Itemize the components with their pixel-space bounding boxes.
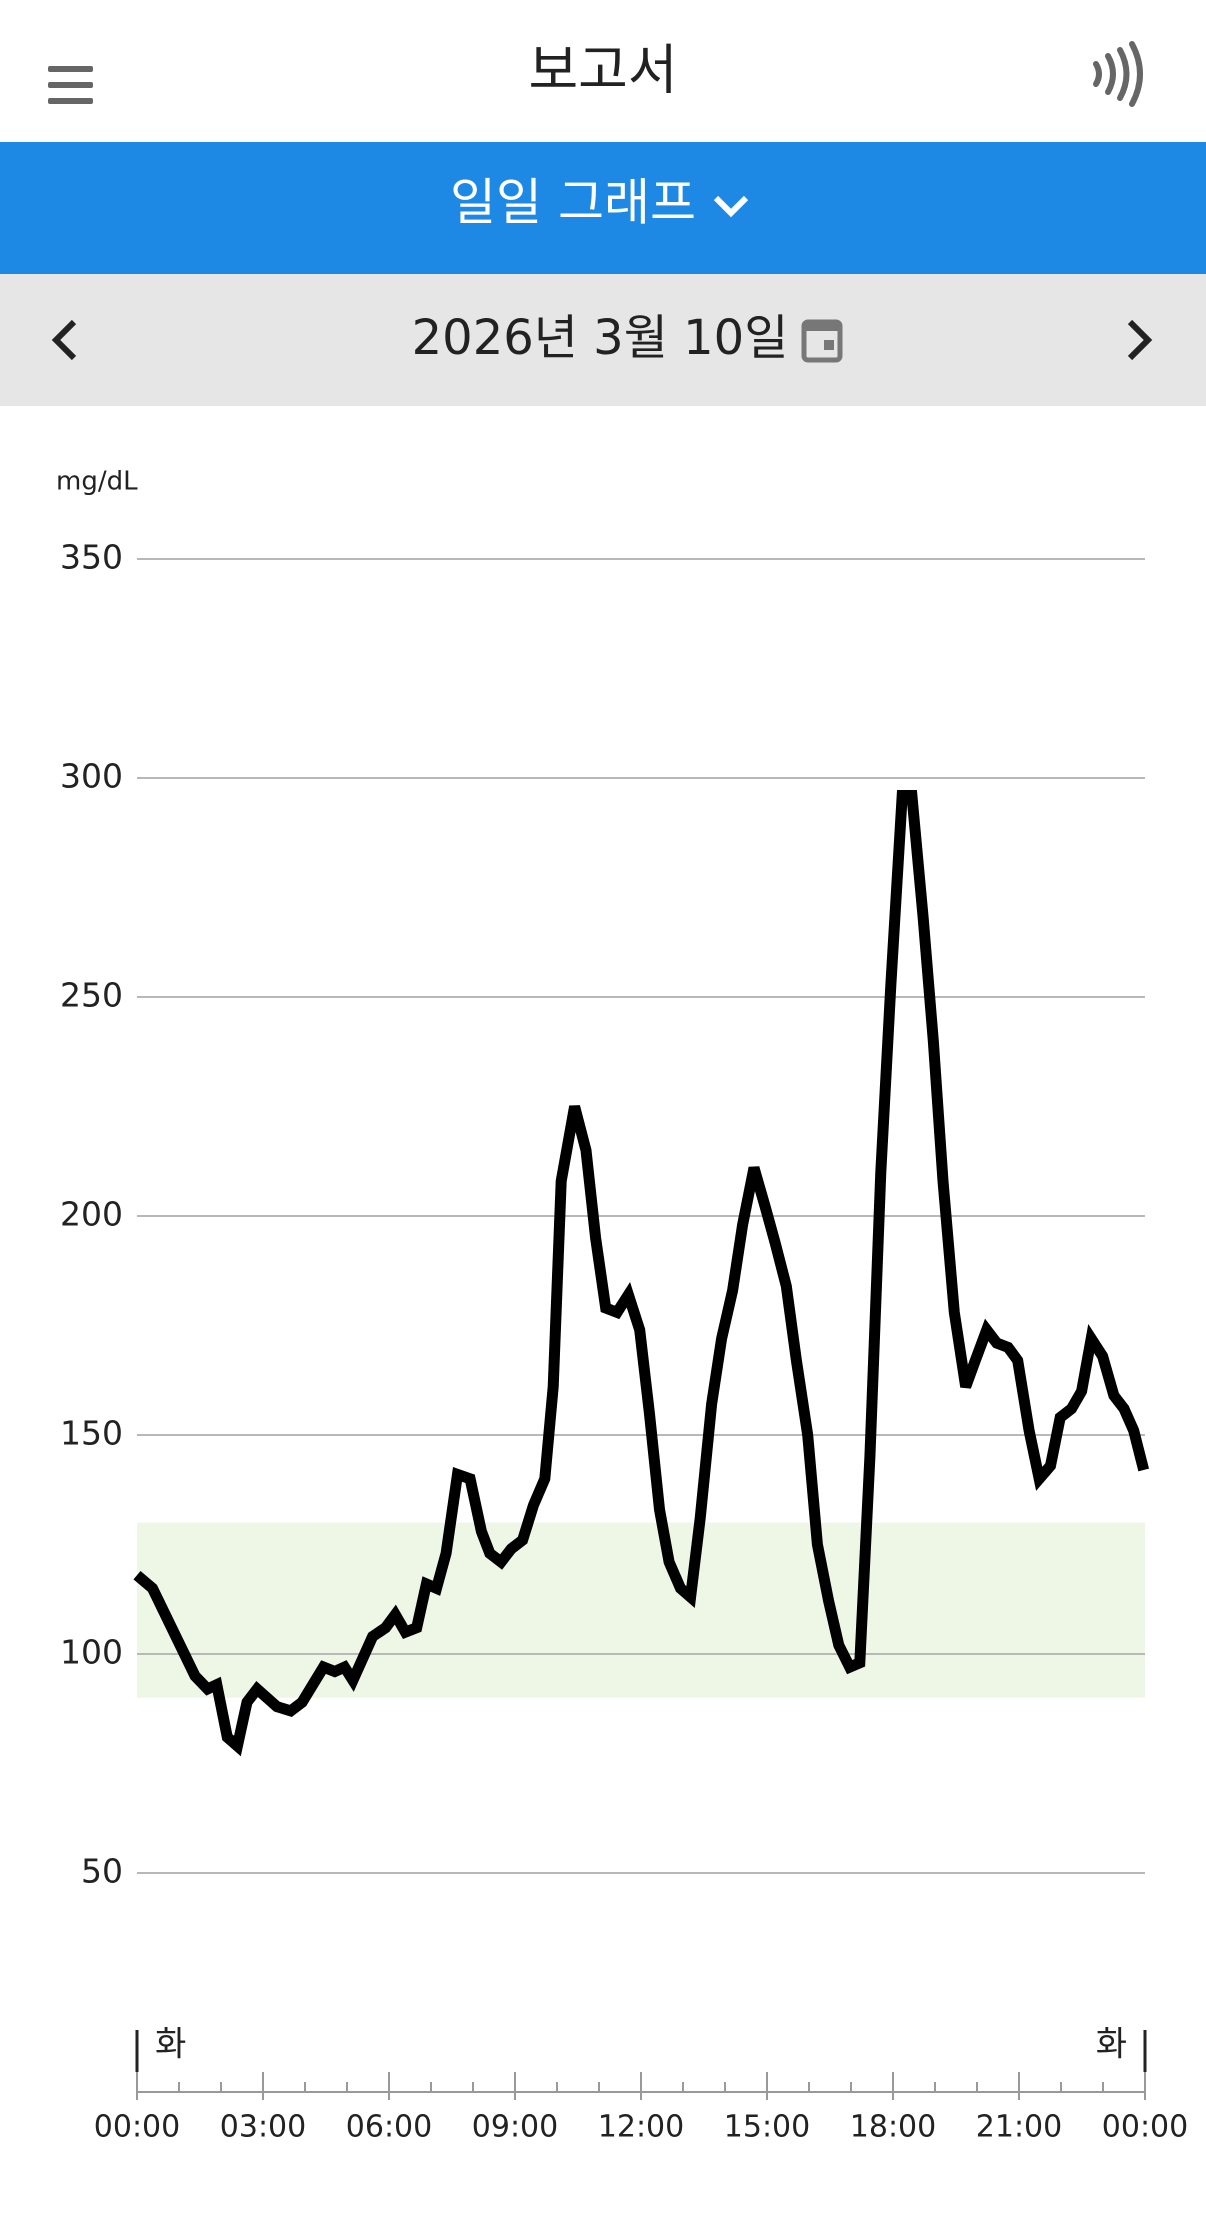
y-tick-label: 350 <box>60 538 123 577</box>
calendar-top <box>804 322 840 331</box>
x-tick-label: 21:00 <box>976 2110 1062 2145</box>
day-label: 화 <box>155 2025 186 2065</box>
x-tick-label: 18:00 <box>850 2110 936 2145</box>
y-tick-label: 100 <box>60 1633 123 1672</box>
menu-line <box>48 82 93 88</box>
nfc-wave <box>1129 41 1143 107</box>
page-title: 보고서 <box>528 39 677 102</box>
target-range <box>137 1522 1145 1698</box>
app-bar <box>0 0 1206 142</box>
y-tick-label: 150 <box>60 1414 123 1453</box>
menu-line <box>48 98 93 104</box>
nfc-wave <box>1117 47 1130 101</box>
tab-bar[interactable] <box>0 142 1206 274</box>
x-tick-label: 15:00 <box>724 2110 810 2145</box>
tab-label[interactable]: 일일 그래프 <box>450 174 696 232</box>
glucose-line <box>133 790 1150 1757</box>
menu-button[interactable] <box>48 66 93 104</box>
x-tick-label: 03:00 <box>220 2110 306 2145</box>
y-tick-label: 300 <box>60 757 123 796</box>
nfc-button[interactable] <box>1093 41 1143 107</box>
x-tick-label: 00:00 <box>1102 2110 1188 2145</box>
plot: 50 100 150 200 250 300 350 00:00 03:00 06:00 09:00… <box>60 538 1188 2145</box>
x-tick-label: 00:00 <box>94 2110 180 2145</box>
y-axis-label: mg/dL <box>56 467 138 497</box>
x-tick-label: 06:00 <box>346 2110 432 2145</box>
y-tick-label: 250 <box>60 976 123 1015</box>
menu-line <box>48 66 93 72</box>
calendar-day <box>824 340 834 350</box>
y-tick-label: 50 <box>81 1852 123 1891</box>
next-button[interactable] <box>1127 319 1153 361</box>
x-tick-label: 12:00 <box>598 2110 684 2145</box>
date-label: 2026년 3월 10일 <box>412 310 789 366</box>
nfc-wave <box>1093 61 1102 87</box>
x-tick-label: 09:00 <box>472 2110 558 2145</box>
nfc-wave <box>1105 53 1116 95</box>
day-label: 화 <box>1096 2025 1127 2065</box>
y-tick-label: 200 <box>60 1195 123 1234</box>
date-bar <box>0 274 1206 406</box>
prev-button[interactable] <box>51 319 77 361</box>
calendar-button[interactable] <box>801 319 843 363</box>
dropdown-icon[interactable] <box>713 195 749 218</box>
